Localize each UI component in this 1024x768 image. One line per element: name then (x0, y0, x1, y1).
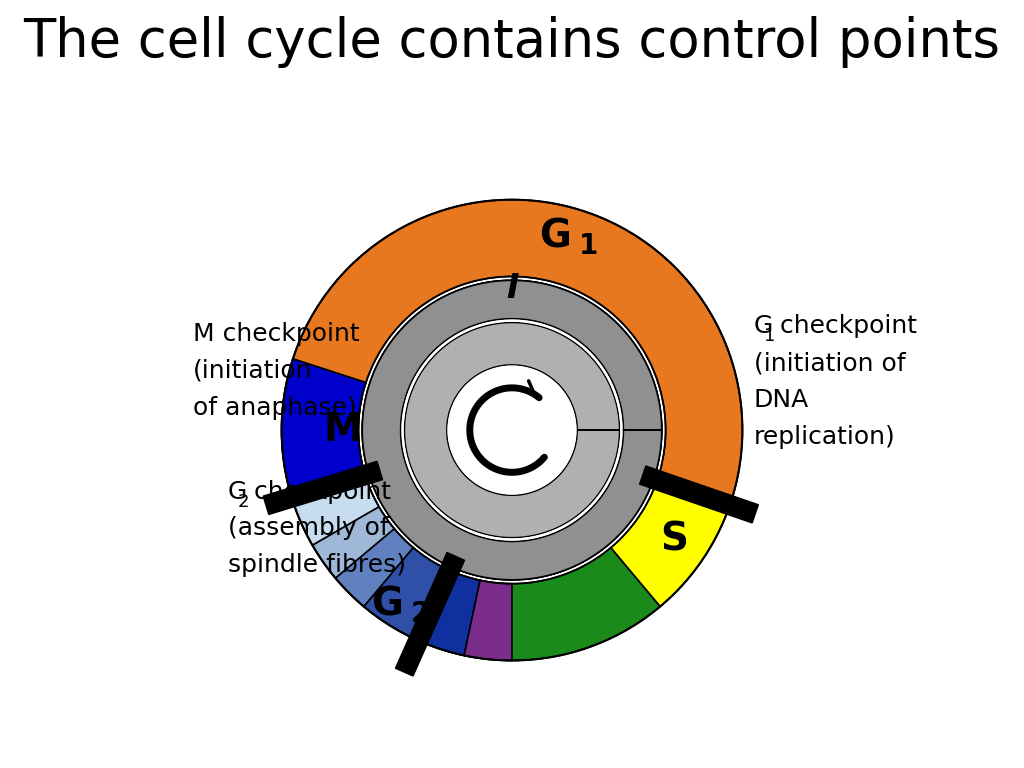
Text: replication): replication) (754, 425, 896, 449)
Polygon shape (282, 382, 660, 660)
Polygon shape (282, 359, 366, 502)
Polygon shape (362, 280, 662, 580)
Polygon shape (293, 200, 742, 502)
Polygon shape (400, 319, 624, 541)
Text: M: M (324, 411, 362, 449)
Text: 2: 2 (238, 492, 249, 511)
Polygon shape (362, 280, 662, 580)
Polygon shape (404, 323, 620, 538)
Text: checkpoint: checkpoint (247, 479, 391, 504)
Text: DNA: DNA (754, 388, 809, 412)
Polygon shape (404, 323, 620, 538)
Text: S: S (660, 521, 688, 558)
Circle shape (446, 365, 578, 495)
Text: 1: 1 (764, 327, 775, 346)
Polygon shape (395, 552, 465, 676)
Polygon shape (293, 478, 379, 545)
Polygon shape (401, 319, 623, 541)
Text: G: G (540, 217, 571, 256)
Text: G: G (372, 585, 403, 624)
Text: The cell cycle contains control points: The cell cycle contains control points (24, 16, 1000, 68)
Polygon shape (610, 478, 731, 607)
Circle shape (449, 366, 575, 494)
Text: I: I (506, 272, 518, 304)
Text: (initiation: (initiation (194, 359, 312, 383)
Polygon shape (464, 581, 512, 660)
Polygon shape (312, 507, 394, 578)
Text: M checkpoint: M checkpoint (194, 322, 359, 346)
Text: (initiation of: (initiation of (754, 351, 905, 376)
Polygon shape (411, 568, 480, 655)
Polygon shape (640, 466, 759, 523)
Text: checkpoint: checkpoint (772, 314, 918, 339)
Text: (assembly of: (assembly of (228, 516, 388, 541)
Text: 2: 2 (411, 600, 430, 627)
Text: of anaphase): of anaphase) (194, 396, 357, 420)
Polygon shape (364, 548, 444, 637)
Text: 1: 1 (579, 232, 598, 260)
Polygon shape (362, 280, 662, 580)
Text: G: G (228, 479, 247, 504)
Polygon shape (336, 529, 414, 607)
Text: spindle fibres): spindle fibres) (228, 553, 406, 578)
Text: G: G (754, 314, 773, 339)
Polygon shape (263, 462, 383, 515)
